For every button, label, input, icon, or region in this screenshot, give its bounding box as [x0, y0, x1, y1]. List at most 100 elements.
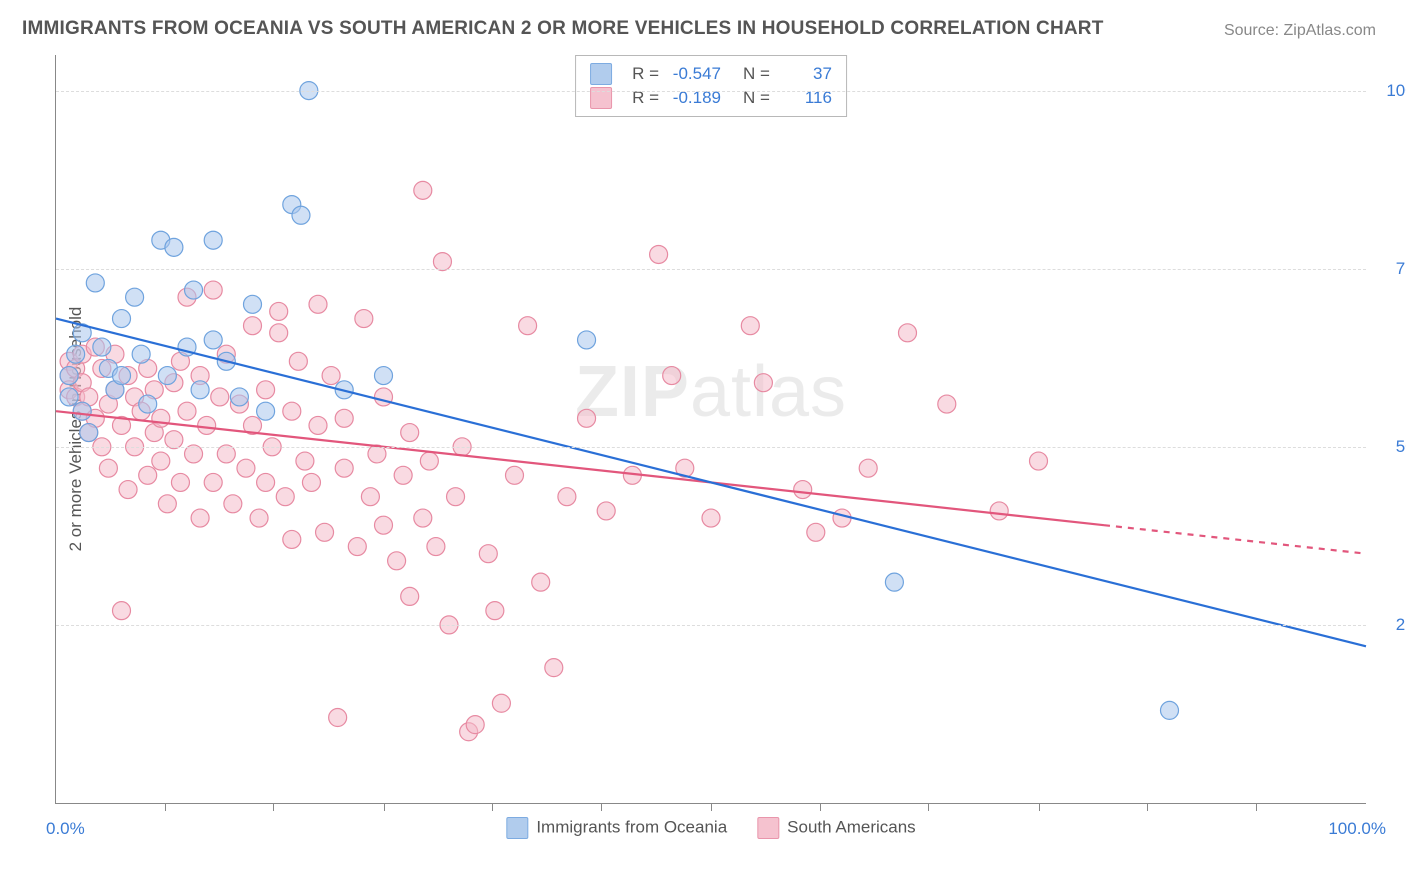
n-value-oceania: 37 — [782, 64, 832, 84]
x-tick — [928, 803, 929, 811]
scatter-point — [335, 409, 353, 427]
scatter-point — [185, 281, 203, 299]
scatter-point — [119, 481, 137, 499]
source-label: Source: ZipAtlas.com — [1224, 22, 1376, 40]
scatter-point — [859, 459, 877, 477]
scatter-point — [597, 502, 615, 520]
scatter-point — [276, 488, 294, 506]
gridline — [56, 447, 1366, 448]
scatter-point — [99, 459, 117, 477]
scatter-point — [230, 388, 248, 406]
chart-title: IMMIGRANTS FROM OCEANIA VS SOUTH AMERICA… — [22, 18, 1104, 40]
scatter-point — [289, 352, 307, 370]
x-min-label: 0.0% — [46, 819, 85, 839]
trend-line — [56, 319, 1366, 647]
swatch-south-icon — [757, 817, 779, 839]
scatter-point — [204, 331, 222, 349]
x-tick — [1256, 803, 1257, 811]
x-tick — [492, 803, 493, 811]
scatter-point — [60, 388, 78, 406]
scatter-point — [204, 281, 222, 299]
scatter-point — [361, 488, 379, 506]
y-tick-label: 50.0% — [1396, 437, 1406, 457]
scatter-point — [158, 495, 176, 513]
legend-bottom: Immigrants from Oceania South Americans — [506, 817, 915, 839]
scatter-point — [335, 459, 353, 477]
scatter-point — [388, 552, 406, 570]
chart-svg — [56, 55, 1366, 803]
scatter-point — [257, 473, 275, 491]
scatter-point — [139, 395, 157, 413]
scatter-point — [420, 452, 438, 470]
scatter-point — [113, 367, 131, 385]
scatter-point — [237, 459, 255, 477]
scatter-point — [309, 295, 327, 313]
scatter-point — [702, 509, 720, 527]
scatter-point — [741, 317, 759, 335]
x-tick — [1147, 803, 1148, 811]
scatter-point — [466, 716, 484, 734]
scatter-point — [73, 402, 91, 420]
legend-item-oceania: Immigrants from Oceania — [506, 817, 727, 839]
scatter-point — [807, 523, 825, 541]
scatter-point — [578, 409, 596, 427]
gridline — [56, 269, 1366, 270]
scatter-point — [990, 502, 1008, 520]
scatter-point — [113, 310, 131, 328]
scatter-point — [506, 466, 524, 484]
x-tick — [601, 803, 602, 811]
scatter-point — [375, 388, 393, 406]
x-max-label: 100.0% — [1328, 819, 1386, 839]
plot-area: 2 or more Vehicles in Household ZIPatlas… — [55, 55, 1366, 804]
scatter-point — [257, 381, 275, 399]
scatter-point — [204, 473, 222, 491]
scatter-point — [486, 602, 504, 620]
scatter-point — [492, 694, 510, 712]
x-tick — [1039, 803, 1040, 811]
scatter-point — [316, 523, 334, 541]
corr-row-oceania: R = -0.547 N = 37 — [590, 62, 832, 86]
scatter-point — [296, 452, 314, 470]
scatter-point — [165, 238, 183, 256]
scatter-point — [394, 466, 412, 484]
scatter-point — [80, 424, 98, 442]
scatter-point — [152, 452, 170, 470]
scatter-point — [257, 402, 275, 420]
trend-line — [56, 411, 1104, 525]
scatter-point — [171, 473, 189, 491]
scatter-point — [132, 345, 150, 363]
scatter-point — [899, 324, 917, 342]
scatter-point — [139, 466, 157, 484]
scatter-point — [329, 709, 347, 727]
y-tick-label: 100.0% — [1386, 81, 1406, 101]
scatter-point — [427, 538, 445, 556]
scatter-point — [292, 206, 310, 224]
scatter-point — [545, 659, 563, 677]
scatter-point — [578, 331, 596, 349]
scatter-point — [401, 424, 419, 442]
y-tick-label: 75.0% — [1396, 259, 1406, 279]
scatter-point — [794, 481, 812, 499]
scatter-point — [283, 402, 301, 420]
scatter-point — [198, 416, 216, 434]
scatter-point — [93, 338, 111, 356]
scatter-point — [938, 395, 956, 413]
scatter-point — [113, 602, 131, 620]
scatter-point — [375, 367, 393, 385]
scatter-point — [348, 538, 366, 556]
scatter-point — [283, 530, 301, 548]
scatter-point — [211, 388, 229, 406]
legend-item-south: South Americans — [757, 817, 916, 839]
scatter-point — [519, 317, 537, 335]
scatter-point — [754, 374, 772, 392]
scatter-point — [414, 509, 432, 527]
scatter-point — [532, 573, 550, 591]
x-tick — [165, 803, 166, 811]
scatter-point — [250, 509, 268, 527]
swatch-oceania-icon — [506, 817, 528, 839]
scatter-point — [224, 495, 242, 513]
scatter-point — [650, 245, 668, 263]
scatter-point — [558, 488, 576, 506]
correlation-legend: R = -0.547 N = 37 R = -0.189 N = 116 — [575, 55, 847, 117]
scatter-point — [244, 317, 262, 335]
